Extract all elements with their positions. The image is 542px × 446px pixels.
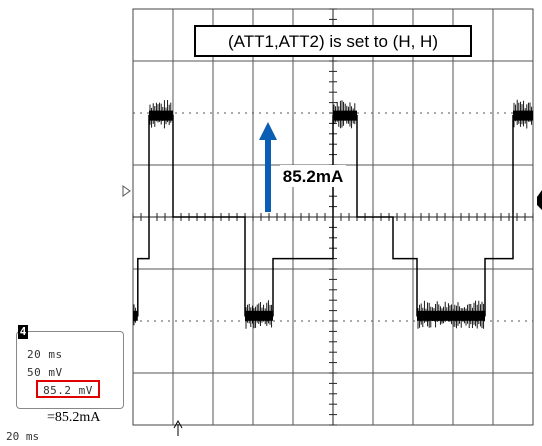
channel-badge: 4 [18,325,28,339]
noise-band-core [149,110,173,121]
current-equivalent: =85.2mA [47,410,101,425]
signal-trace [133,99,533,329]
volts-per-div: 50 mV [27,366,63,379]
trace-line [133,114,533,317]
measurement-value: 85.2 mV [36,380,100,398]
channel-marker-right [537,190,542,210]
noise-band-core [245,310,273,321]
ground-marker-left [122,185,131,197]
noise-bands [133,99,533,329]
annotation-bg [280,165,346,187]
arrow-head [259,122,277,140]
trigger-marker-arrow [173,419,183,429]
amplitude-annotation: 85.2mA [283,167,343,186]
title-box [194,25,472,57]
noise-band-core [133,310,138,321]
chart-title: (ATT1,ATT2) is set to (H, H) [228,32,438,51]
noise-band-core [333,110,357,121]
noise-band-core [513,110,533,121]
time-per-div: 20 ms [27,348,63,361]
timebase-label: 20 ms [6,430,40,443]
noise-band-core [417,310,485,321]
